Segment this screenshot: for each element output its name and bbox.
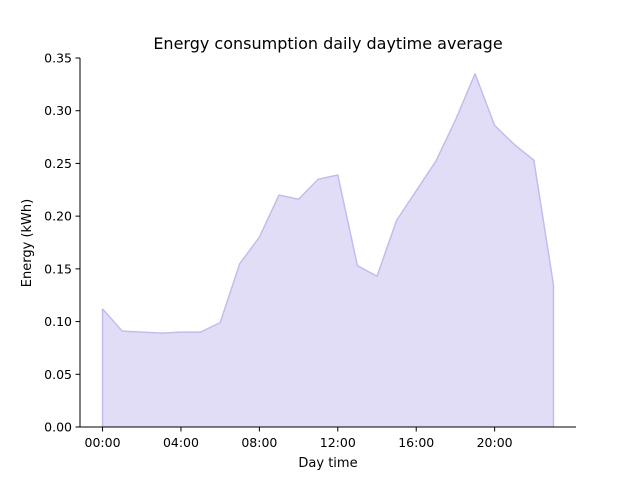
y-tick-label: 0.10 [44, 314, 72, 329]
y-tick-label: 0.15 [44, 261, 72, 276]
series-line [101, 73, 555, 334]
y-tick-label: 0.05 [44, 367, 72, 382]
x-tick-label: 04:00 [163, 435, 199, 450]
y-tick-label: 0.00 [44, 420, 72, 435]
ticks: 00:00 04:00 08:00 12:00 16:00 20:00 0.00 0.05 0.… [44, 51, 513, 451]
plot-area [101, 73, 555, 427]
x-tick-label: 16:00 [398, 435, 434, 450]
y-tick-label: 0.25 [44, 156, 72, 171]
chart-title: Energy consumption daily daytime average [153, 34, 502, 53]
y-tick-label: 0.30 [44, 103, 72, 118]
axes [79, 58, 576, 428]
y-tick-label: 0.20 [44, 209, 72, 224]
x-tick-label: 20:00 [477, 435, 513, 450]
x-tick-label: 08:00 [241, 435, 277, 450]
x-tick-label: 12:00 [320, 435, 356, 450]
x-tick-label: 00:00 [85, 435, 121, 450]
x-axis-label: Day time [298, 456, 357, 471]
area-fill [102, 73, 554, 427]
y-tick-label: 0.35 [44, 51, 72, 66]
y-axis-label: Energy (kWh) [20, 199, 35, 287]
